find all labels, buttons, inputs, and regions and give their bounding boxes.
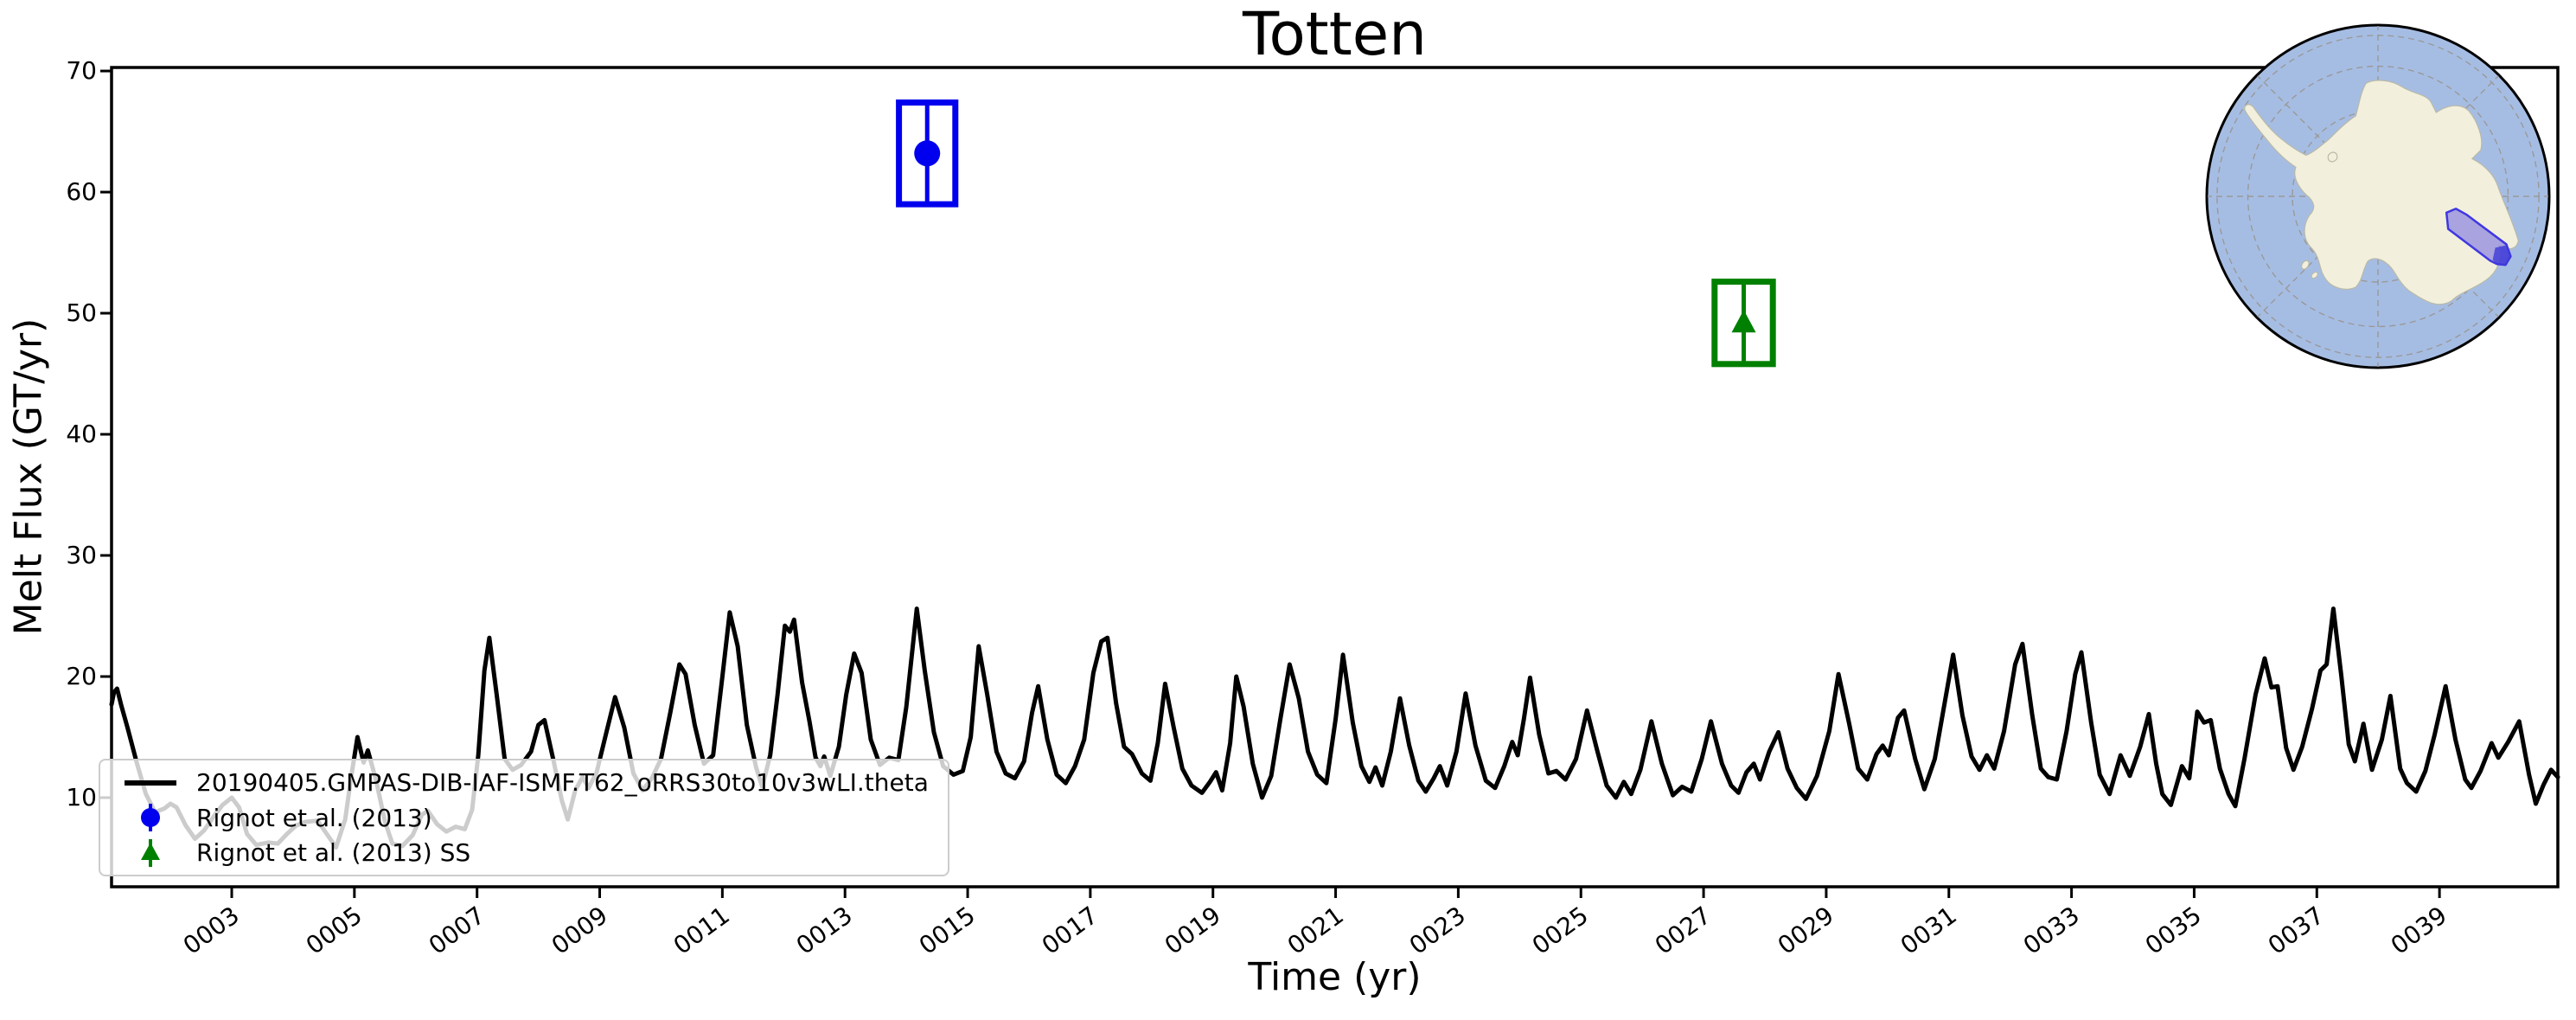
legend-item-simulation: 20190405.GMPAS-DIB-IAF-ISMF.T62_oRRS30to…: [123, 767, 939, 799]
legend-item-rignot: Rignot et al. (2013): [123, 801, 939, 834]
legend-item-rignot-ss: Rignot et al. (2013) SS: [123, 837, 939, 869]
inset-map: [2205, 23, 2551, 369]
y-tick-label: 60: [66, 177, 97, 207]
obs-circle-marker: [914, 140, 941, 167]
obs-triangle-marker: [1731, 310, 1756, 333]
legend-label: 20190405.GMPAS-DIB-IAF-ISMF.T62_oRRS30to…: [196, 768, 929, 797]
legend: 20190405.GMPAS-DIB-IAF-ISMF.T62_oRRS30to…: [99, 759, 949, 876]
line-swatch-icon: [123, 767, 178, 799]
antarctica-landmass: [2245, 80, 2519, 305]
y-axis-label: Melt Flux (GT/yr): [6, 318, 51, 636]
melt-flux-line: [109, 606, 2560, 850]
chart-title: Totten: [1243, 0, 1427, 69]
y-tick-label: 10: [66, 782, 97, 812]
obs-marker-rignot-ss: [1711, 279, 1776, 368]
triangle-errorbar-icon: [123, 837, 178, 869]
legend-label: Rignot et al. (2013): [196, 803, 432, 832]
x-axis-label: Time (yr): [1248, 955, 1422, 999]
circle-errorbar-icon: [123, 801, 178, 834]
y-tick-label: 30: [66, 541, 97, 569]
y-tick-label: 20: [66, 661, 97, 690]
legend-label: Rignot et al. (2013) SS: [196, 838, 471, 867]
y-tick-label: 70: [66, 56, 97, 86]
totten-region-tip: [2492, 245, 2511, 266]
y-tick-label: 40: [66, 420, 97, 448]
obs-marker-rignot: [896, 99, 959, 208]
map-land-group: [2245, 80, 2519, 305]
y-tick-label: 50: [66, 298, 97, 328]
map-contents: [2208, 26, 2548, 367]
